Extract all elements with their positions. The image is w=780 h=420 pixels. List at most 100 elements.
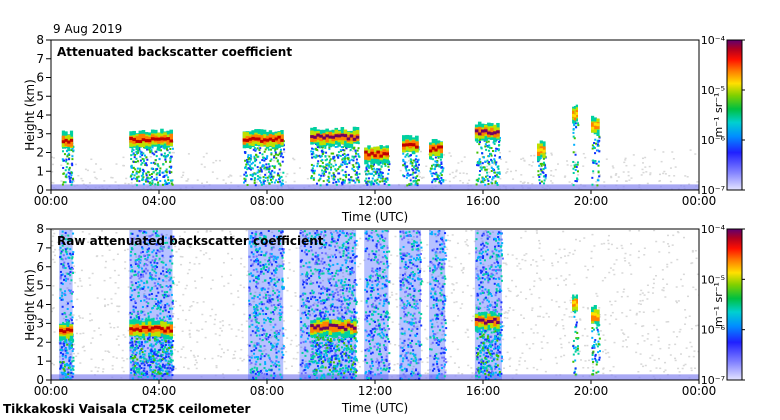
cloud-cell — [129, 136, 133, 140]
fallstreak-pixel — [542, 157, 545, 160]
x-tick-label: 08:00 — [250, 194, 285, 208]
noise-pixel — [156, 307, 159, 310]
noise-speck — [82, 332, 85, 335]
noise-speck — [515, 373, 518, 375]
noise-pixel — [156, 233, 159, 236]
cloud-layer — [474, 121, 501, 186]
noise-speck — [502, 262, 505, 264]
fallstreak-pixel — [249, 168, 252, 171]
noise-speck — [588, 359, 591, 362]
noise-speck — [261, 369, 264, 371]
noise-pixel — [248, 303, 251, 306]
noise-pixel — [67, 272, 70, 275]
fallstreak-pixel — [72, 149, 75, 152]
noise-speck — [289, 240, 292, 243]
fallstreak-pixel — [342, 148, 345, 151]
noise-speck — [313, 273, 316, 275]
noise-speck — [194, 243, 197, 246]
x-axis-label-top: Time (UTC) — [341, 210, 408, 224]
noise-speck — [189, 246, 192, 248]
cloud-cell — [490, 132, 494, 136]
noise-speck — [574, 151, 577, 153]
noise-pixel — [250, 259, 253, 262]
fallstreak-pixel — [594, 160, 597, 163]
noise-speck — [377, 181, 380, 183]
noise-pixel — [250, 264, 253, 267]
fallstreak-pixel — [351, 155, 354, 158]
fallstreak-pixel — [327, 164, 330, 167]
cloud-cell — [439, 145, 443, 149]
noise-speck — [360, 350, 363, 353]
noise-speck — [647, 291, 650, 294]
cloud-cell — [242, 131, 247, 144]
fallstreak-pixel — [598, 135, 601, 138]
fallstreak-pixel — [135, 172, 138, 175]
noise-speck — [318, 254, 321, 256]
cloud-cell — [477, 132, 482, 136]
fallstreak-pixel — [130, 178, 133, 181]
noise-speck — [108, 249, 111, 251]
noise-speck — [676, 335, 679, 338]
noise-speck — [587, 307, 590, 310]
fallstreak-pixel — [132, 177, 135, 180]
noise-speck — [682, 236, 685, 239]
noise-speck — [578, 350, 581, 353]
noise-speck — [283, 346, 286, 349]
fallstreak-pixel — [270, 181, 273, 184]
noise-pixel — [149, 275, 152, 278]
noise-speck — [514, 169, 517, 172]
noise-pixel — [62, 357, 65, 360]
noise-pixel — [253, 370, 256, 373]
noise-pixel — [254, 259, 257, 262]
fallstreak-pixel — [381, 171, 384, 174]
noise-speck — [259, 174, 262, 176]
fallstreak-pixel — [163, 175, 166, 178]
noise-speck — [413, 301, 416, 303]
noise-pixel — [273, 292, 276, 295]
noise-pixel — [134, 253, 137, 256]
noise-speck — [466, 284, 469, 287]
noise-speck — [538, 315, 541, 318]
fallstreak-pixel — [492, 168, 495, 171]
noise-column — [129, 230, 175, 380]
noise-pixel — [268, 341, 271, 344]
noise-pixel — [265, 252, 268, 255]
noise-pixel — [277, 339, 280, 342]
noise-speck — [630, 177, 633, 179]
noise-speck — [400, 353, 403, 356]
noise-speck — [443, 333, 446, 335]
cloud-cell — [271, 139, 276, 143]
fallstreak-pixel — [431, 164, 434, 167]
fallstreak-pixel — [592, 170, 595, 173]
noise-pixel — [262, 318, 265, 321]
noise-speck — [637, 370, 640, 373]
cloud-cell — [141, 135, 146, 148]
fallstreak-pixel — [347, 153, 350, 156]
noise-speck — [599, 330, 602, 332]
noise-speck — [327, 277, 330, 280]
noise-speck — [657, 336, 660, 339]
fallstreak-pixel — [311, 167, 314, 170]
noise-pixel — [153, 261, 156, 264]
fallstreak-pixel — [133, 156, 136, 159]
noise-pixel — [67, 265, 70, 268]
noise-speck — [509, 357, 512, 359]
noise-speck — [240, 323, 243, 326]
noise-pixel — [155, 317, 158, 320]
noise-speck — [611, 165, 614, 167]
noise-speck — [696, 181, 699, 183]
cloud-cell — [376, 150, 380, 154]
cloud-cell — [480, 129, 485, 133]
fallstreak-pixel — [539, 173, 542, 176]
noise-speck — [229, 274, 232, 276]
noise-pixel — [68, 347, 71, 350]
noise-speck — [189, 336, 192, 338]
noise-speck — [386, 245, 389, 247]
noise-speck — [80, 177, 83, 180]
noise-speck — [143, 289, 146, 292]
noise-pixel — [267, 378, 270, 380]
noise-speck — [185, 180, 188, 182]
noise-speck — [175, 300, 178, 302]
noise-speck — [127, 286, 130, 288]
noise-pixel — [259, 237, 262, 240]
